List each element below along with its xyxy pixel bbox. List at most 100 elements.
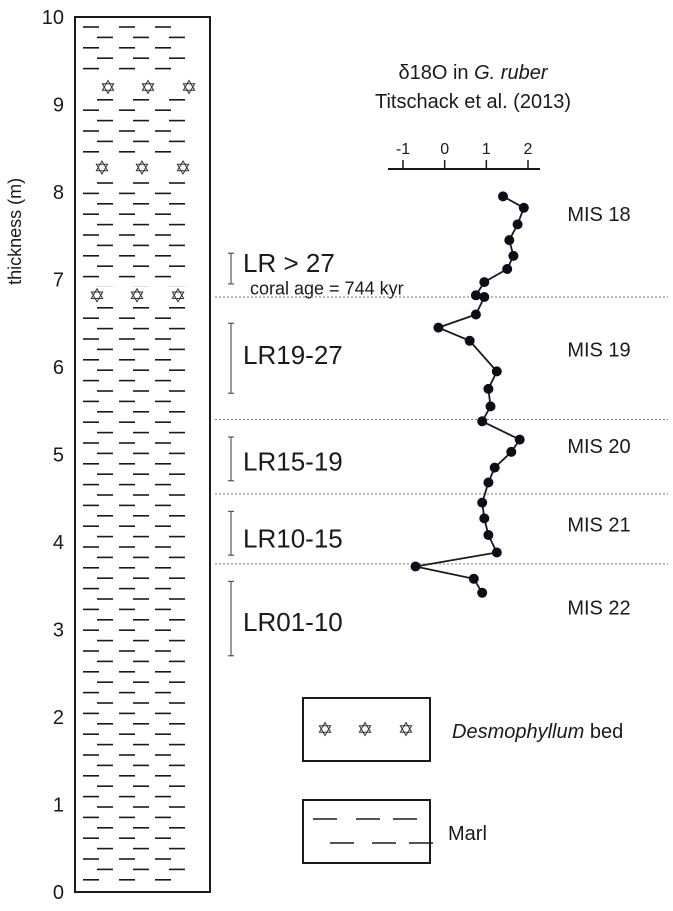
- star-triangle-down: [95, 163, 109, 176]
- y-tick-label: 3: [53, 620, 64, 642]
- sample-interval: LR > 27: [228, 248, 335, 285]
- sample-interval: LR01-10: [228, 580, 343, 657]
- star-triangle-down: [90, 291, 104, 303]
- coral-star-icon: [318, 721, 332, 737]
- y-tick-label: 8: [53, 182, 64, 204]
- isotope-point: [508, 250, 519, 261]
- star-bed-band: [79, 158, 206, 177]
- stage-label: MIS 19: [567, 340, 630, 362]
- y-tick-label: 7: [53, 270, 64, 292]
- sample-interval: LR19-27: [228, 322, 343, 394]
- x-tick-label: -1: [396, 141, 410, 158]
- sample-intervals: LR > 27 LR19-27 LR15-19 LR10-15 LR01-10 coral…: [228, 248, 404, 657]
- star-triangle-down: [130, 291, 144, 303]
- star-triangle-down: [141, 83, 155, 95]
- isotope-point: [491, 547, 502, 558]
- star-bed-band: [79, 286, 206, 305]
- x-tick-label: 1: [482, 141, 491, 158]
- star-triangle-up: [135, 159, 149, 172]
- y-tick-label: 4: [53, 532, 64, 554]
- star-triangle-up: [176, 159, 190, 172]
- isotope-point: [479, 277, 490, 288]
- sample-label: LR > 27: [243, 248, 335, 278]
- star-bed: [79, 78, 206, 96]
- star-triangle-down: [171, 291, 185, 303]
- star-triangle-up: [95, 159, 109, 172]
- isotope-point: [464, 335, 475, 346]
- star-triangle-up: [358, 721, 372, 733]
- isotope-point: [485, 401, 496, 412]
- isotope-point: [470, 290, 481, 301]
- star-bed-band: [79, 78, 206, 96]
- legend-swatch: [302, 697, 431, 762]
- isotope-point: [410, 561, 421, 572]
- star-triangle-up: [399, 721, 413, 733]
- isotope-point: [477, 497, 488, 508]
- coral-star-icon: [135, 159, 149, 176]
- legend-item-desmophyllum: Desmophyllum bed: [302, 697, 623, 762]
- isotope-point: [506, 446, 517, 457]
- isotope-point: [502, 264, 513, 274]
- coral-star-icon: [182, 79, 196, 95]
- legend: Desmophyllum bed Marl: [302, 697, 623, 864]
- stage-label: MIS 21: [567, 515, 630, 537]
- isotope-series: [410, 191, 529, 598]
- lithology-column: [74, 16, 211, 893]
- coral-star-icon: [358, 721, 372, 737]
- isotope-point: [470, 309, 481, 320]
- y-tick-label: 2: [53, 707, 64, 729]
- isotope-point: [518, 202, 529, 213]
- sample-label: LR19-27: [243, 340, 343, 370]
- star-triangle-up: [90, 287, 104, 299]
- coral-star-icon: [130, 287, 144, 303]
- sample-label: LR15-19: [243, 447, 343, 477]
- stage-labels: MIS 18 MIS 19 MIS 20 MIS 21 MIS 22: [567, 204, 630, 620]
- isotope-point: [477, 416, 488, 427]
- marl-dashes: [83, 26, 185, 881]
- isotope-point: [491, 366, 502, 377]
- star-triangle-down: [358, 725, 372, 737]
- y-tick-label: 9: [53, 95, 64, 117]
- y-tick-label: 5: [53, 445, 64, 467]
- stage-label: MIS 20: [567, 436, 630, 458]
- star-triangle-down: [182, 83, 196, 95]
- stage-label: MIS 22: [567, 598, 630, 620]
- star-triangle-down: [176, 163, 190, 176]
- coral-star-icon: [141, 79, 155, 95]
- star-bed: [79, 158, 206, 177]
- coral-star-icon: [95, 159, 109, 176]
- star-triangle-down: [135, 163, 149, 176]
- isotope-title: δ18O in G. ruber Titschack et al. (2013): [375, 62, 571, 113]
- chart-title-species: G. ruber: [474, 62, 549, 84]
- isotope-point: [498, 191, 508, 202]
- isotope-point: [514, 434, 525, 445]
- y-tick-label: 10: [42, 7, 64, 29]
- y-tick-label: 1: [53, 795, 64, 817]
- coral-star-icon: [90, 287, 104, 303]
- legend-label-italic: Desmophyllum: [452, 721, 584, 743]
- thickness-axis: 0 1 2 3 4 5 6 7 8 9 10 thickness (m): [5, 7, 64, 904]
- chart-title-prefix: δ18O in: [399, 62, 475, 84]
- isotope-point: [477, 587, 488, 598]
- star-triangle-up: [171, 287, 185, 299]
- legend-label: Desmophyllum bed: [452, 721, 623, 743]
- chart-subtitle: Titschack et al. (2013): [375, 91, 571, 113]
- coral-star-icon: [101, 79, 115, 95]
- stage-boundaries: [215, 296, 668, 565]
- star-triangle-down: [318, 725, 332, 737]
- isotope-point: [483, 530, 494, 540]
- isotope-point: [504, 235, 515, 246]
- x-tick-label: 2: [524, 141, 533, 158]
- coral-star-icon: [176, 159, 190, 176]
- sample-interval: LR15-19: [228, 436, 343, 482]
- chart-title: δ18O in G. ruber: [399, 62, 549, 84]
- sample-label: LR10-15: [243, 524, 343, 554]
- coral-age-annotation: coral age = 744 kyr: [250, 278, 404, 298]
- star-triangle-down: [399, 725, 413, 737]
- column-outline: [74, 16, 211, 893]
- isotope-point: [468, 573, 479, 584]
- isotope-axis: -1 0 1 2: [388, 141, 540, 170]
- star-bed: [79, 286, 206, 305]
- stage-label: MIS 18: [567, 204, 630, 226]
